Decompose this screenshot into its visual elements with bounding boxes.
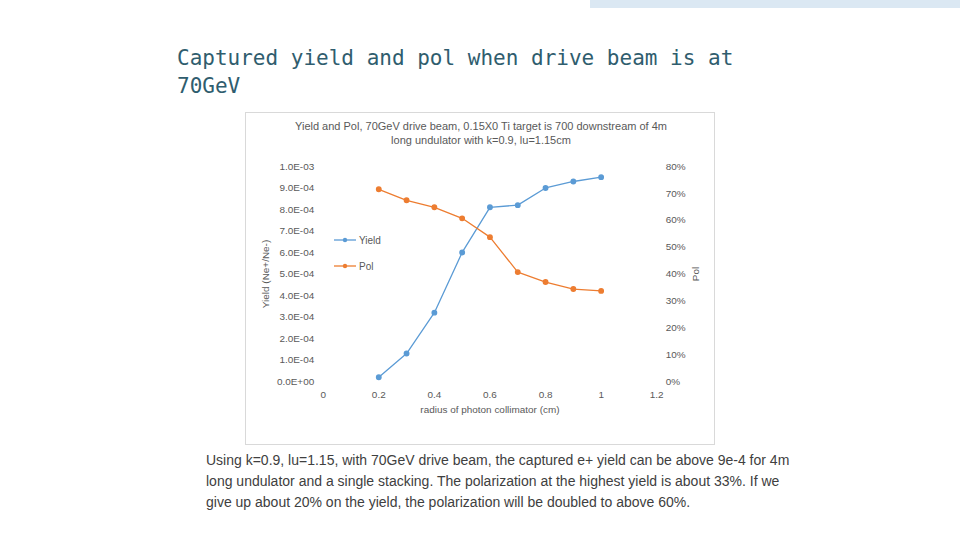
svg-text:60%: 60% bbox=[666, 214, 686, 225]
svg-text:0.8: 0.8 bbox=[539, 389, 553, 400]
svg-text:0.6: 0.6 bbox=[483, 389, 497, 400]
svg-text:10%: 10% bbox=[666, 349, 686, 360]
svg-text:1: 1 bbox=[598, 389, 604, 400]
svg-text:0.4: 0.4 bbox=[427, 389, 441, 400]
html-text:Yield and Pol, 70GeV drive bea: Yield and Pol, 70GeV drive beam, 0.15X0 … bbox=[295, 120, 667, 146]
svg-text:4.0E-04: 4.0E-04 bbox=[279, 290, 314, 301]
svg-text:6.0E-04: 6.0E-04 bbox=[279, 247, 314, 258]
svg-text:0%: 0% bbox=[666, 376, 681, 387]
html-text:Pol: Pol bbox=[359, 260, 374, 272]
svg-text:5.0E-04: 5.0E-04 bbox=[279, 268, 314, 279]
svg-text:80%: 80% bbox=[666, 161, 686, 172]
html-text:Yield: Yield bbox=[359, 234, 381, 246]
svg-text:8.0E-04: 8.0E-04 bbox=[279, 204, 314, 215]
svg-text:Pol: Pol bbox=[690, 267, 701, 281]
svg-text:radius of photon collimator (c: radius of photon collimator (cm) bbox=[420, 404, 559, 415]
svg-text:0.2: 0.2 bbox=[372, 389, 386, 400]
html-text:Using k=0.9, lu=1.15, with 70G: Using k=0.9, lu=1.15, with 70GeV drive b… bbox=[206, 452, 790, 510]
html-text:Captured yield and pol when dr: Captured yield and pol when drive beam i… bbox=[177, 46, 734, 98]
svg-text:1.2: 1.2 bbox=[650, 389, 664, 400]
svg-text:0.0E+00: 0.0E+00 bbox=[277, 376, 315, 387]
svg-text:50%: 50% bbox=[666, 241, 686, 252]
svg-text:1.0E-03: 1.0E-03 bbox=[279, 161, 314, 172]
svg-text:1.0E-04: 1.0E-04 bbox=[279, 354, 314, 365]
svg-text:20%: 20% bbox=[666, 322, 686, 333]
svg-text:3.0E-04: 3.0E-04 bbox=[279, 311, 314, 322]
svg-text:7.0E-04: 7.0E-04 bbox=[279, 225, 314, 236]
svg-text:9.0E-04: 9.0E-04 bbox=[279, 182, 314, 193]
svg-text:40%: 40% bbox=[666, 268, 686, 279]
svg-text:70%: 70% bbox=[666, 188, 686, 199]
svg-text:Yield (Ne+/Ne-): Yield (Ne+/Ne-) bbox=[260, 240, 271, 308]
svg-text:0: 0 bbox=[320, 389, 326, 400]
svg-text:2.0E-04: 2.0E-04 bbox=[279, 333, 314, 344]
svg-text:30%: 30% bbox=[666, 295, 686, 306]
